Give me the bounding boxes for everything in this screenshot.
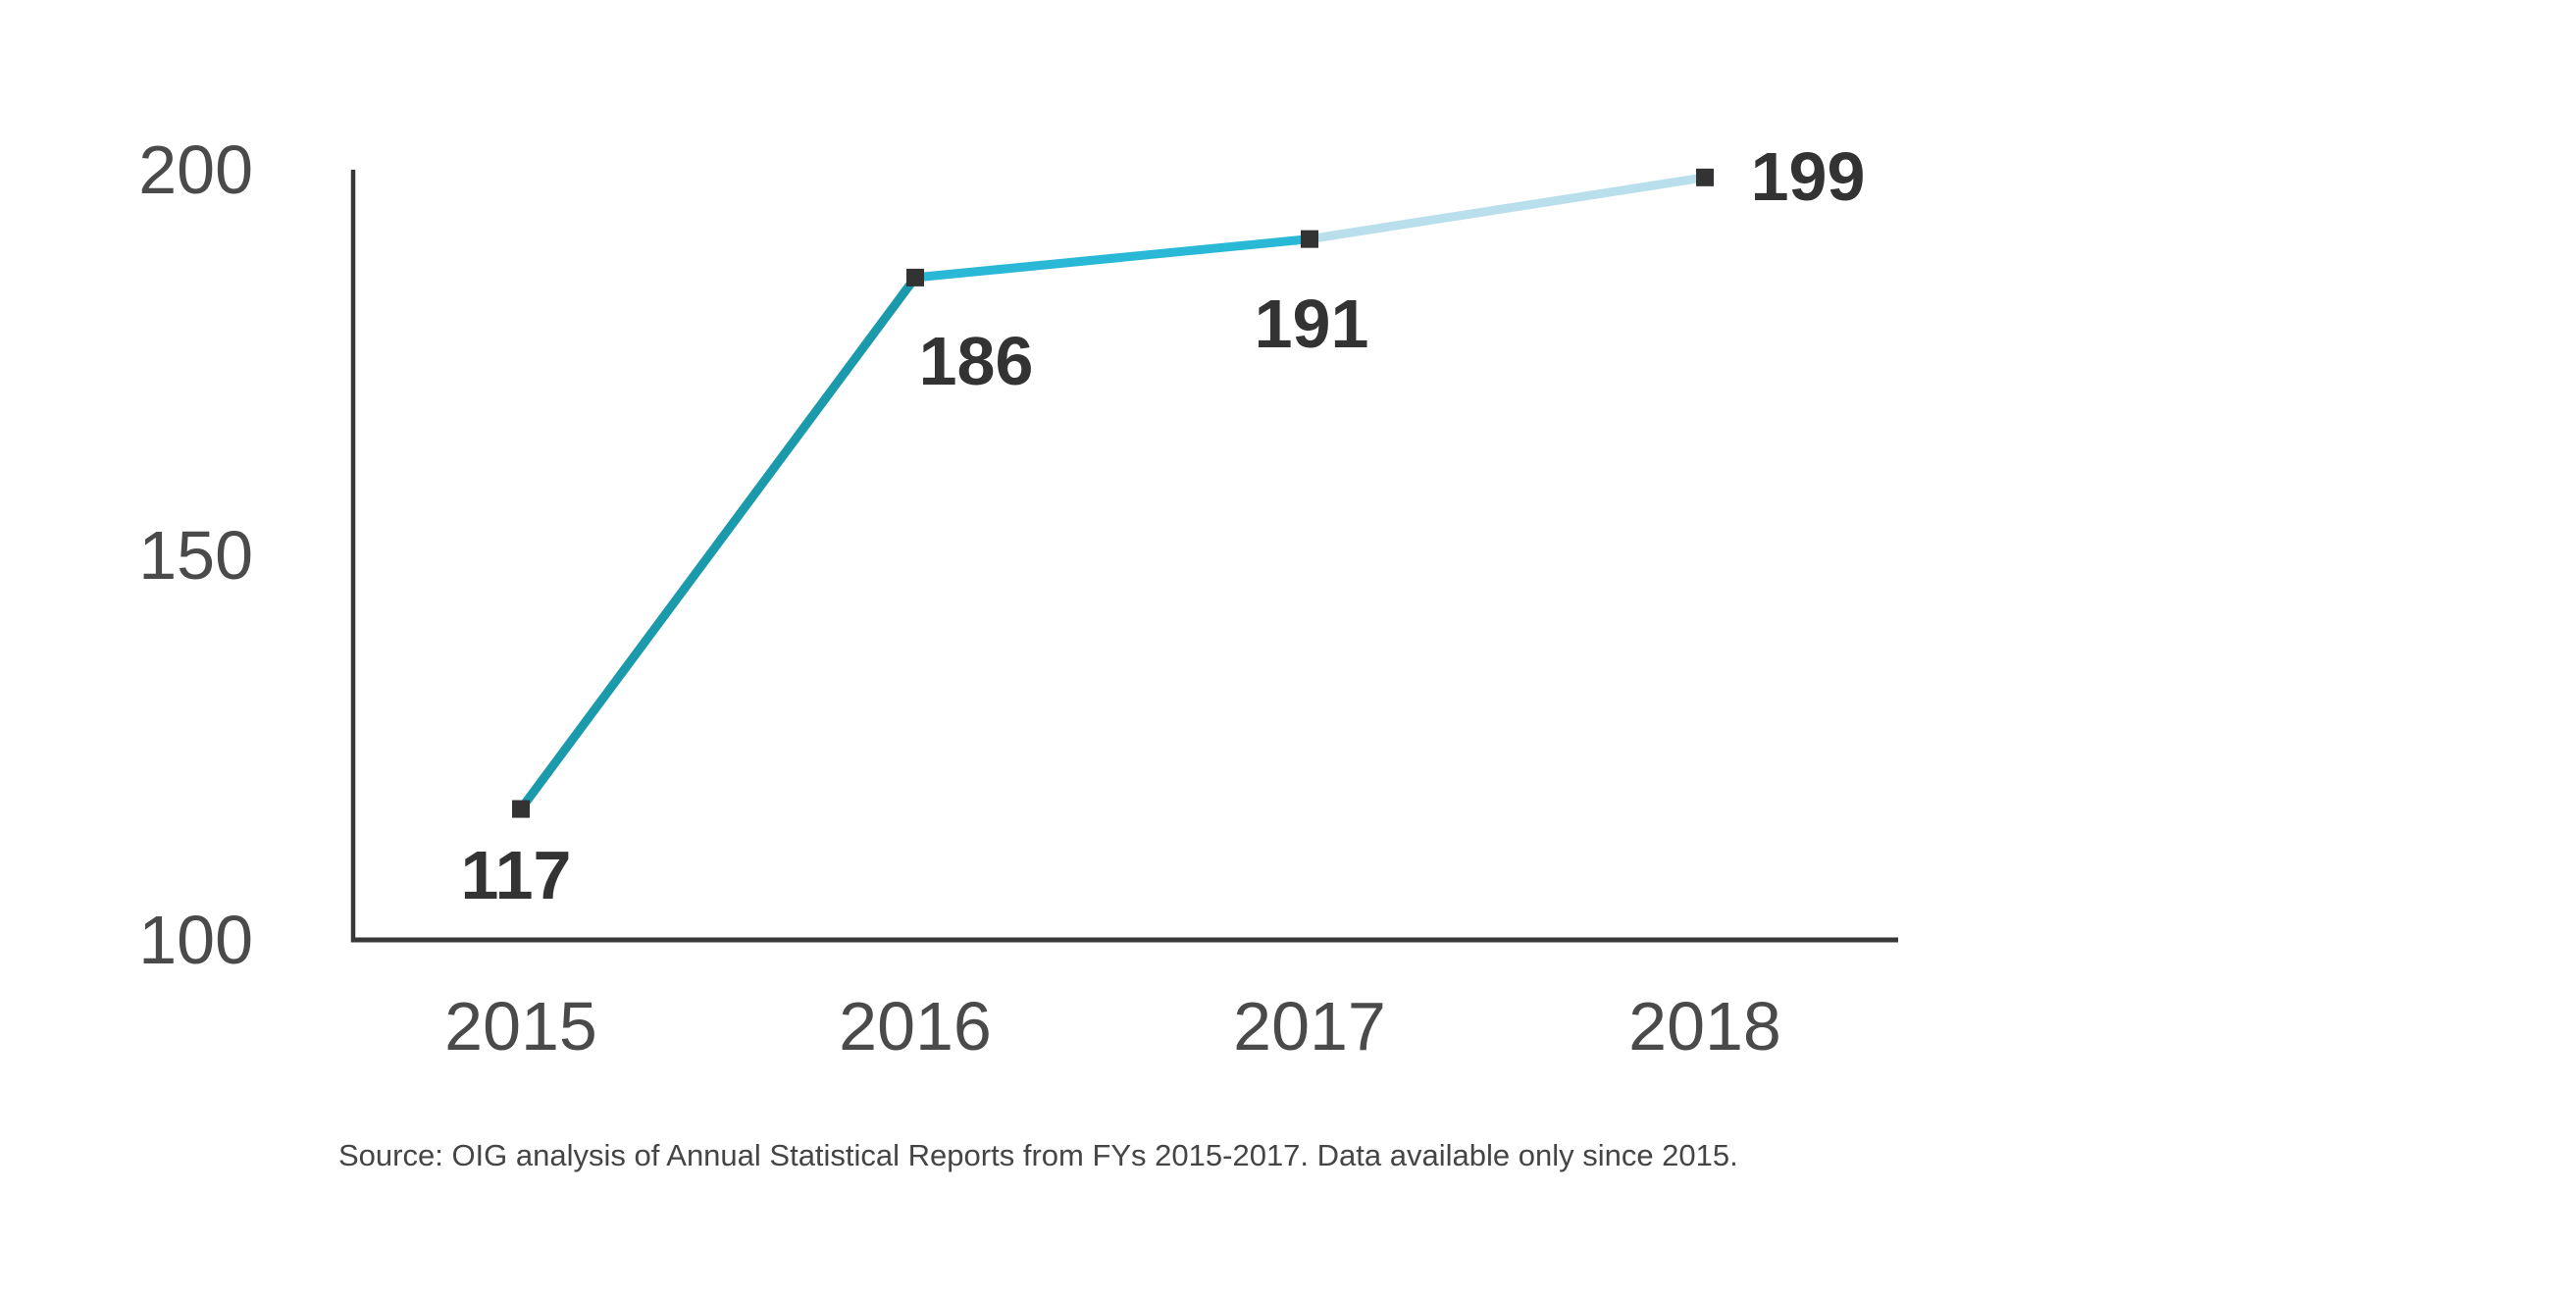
- x-tick-label-2016: 2016: [839, 988, 992, 1064]
- x-tick-label-2018: 2018: [1628, 988, 1781, 1064]
- x-tick-label-2017: 2017: [1233, 988, 1386, 1064]
- line-segment-2016-2017: [914, 234, 1311, 283]
- data-point-label-2016: 186: [918, 322, 1034, 399]
- source-note: Source: OIG analysis of Annual Statistic…: [338, 1138, 1738, 1172]
- y-tick-label-200: 200: [138, 131, 253, 208]
- data-point-label-2017: 191: [1254, 285, 1369, 362]
- y-tick-label-150: 150: [138, 516, 253, 594]
- data-point-label-2015: 117: [460, 836, 572, 913]
- data-point-marker-2015: [512, 800, 530, 818]
- line-segment-2015-2016: [517, 275, 919, 812]
- line-segment-2017-2018: [1309, 173, 1706, 244]
- data-point-marker-2017: [1301, 230, 1318, 248]
- data-point-marker-2016: [906, 268, 924, 286]
- y-tick-label-100: 100: [138, 902, 253, 978]
- data-point-label-2018: 199: [1750, 137, 1866, 215]
- data-point-marker-2018: [1696, 168, 1714, 186]
- x-tick-label-2015: 2015: [444, 988, 597, 1064]
